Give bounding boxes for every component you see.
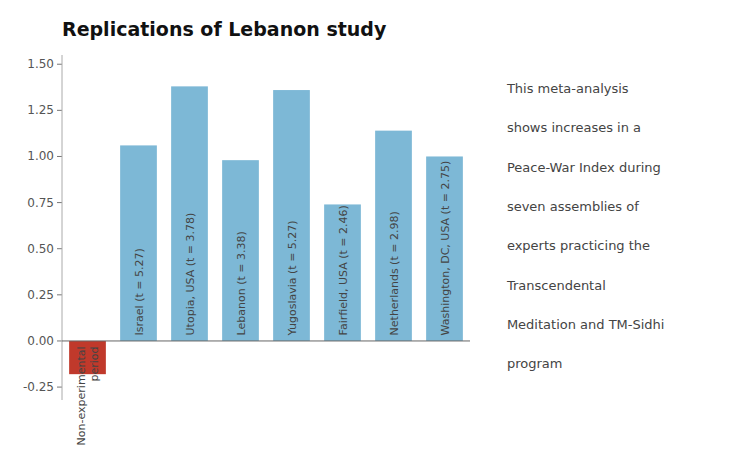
category-label: Utopia, USA (t = 3.78)	[183, 213, 196, 336]
category-labels: Non-experimentalperiod Israel (t = 5.27) U…	[75, 161, 452, 446]
page: {"chart_data": {"type": "bar", "title": …	[0, 0, 740, 463]
bar	[426, 156, 463, 340]
bars	[69, 86, 463, 374]
category-label-line: period	[88, 346, 101, 381]
bar	[273, 90, 310, 341]
annotation-line: experts practicing the	[507, 238, 650, 253]
annotation-line: Peace-War Index during	[507, 160, 661, 175]
y-tick-label: 1.25	[27, 103, 54, 117]
annotation-line: shows increases in a	[507, 120, 641, 135]
bar	[120, 145, 157, 341]
annotation-line: program	[507, 356, 563, 371]
chart-svg: Replications of Lebanon study -0.25 0.00 0.…	[0, 0, 740, 463]
y-tick	[57, 248, 62, 249]
annotation-line: Meditation and TM-Sidhi	[507, 317, 665, 332]
y-tick	[57, 156, 62, 157]
category-label-line: Yugoslavia (t = 5.27)	[285, 220, 298, 336]
category-label: Fairfield, USA (t = 2.46)	[336, 205, 349, 335]
category-label-line: Utopia, USA (t = 3.78)	[183, 213, 196, 336]
y-tick	[57, 340, 62, 341]
title: Replications of Lebanon study	[62, 18, 387, 40]
category-label: Yugoslavia (t = 5.27)	[285, 220, 298, 336]
chart-container: Replications of Lebanon study -0.25 0.00 0.…	[0, 0, 740, 463]
category-label-line: Netherlands (t = 2.98)	[387, 211, 400, 335]
y-axis-line	[62, 55, 63, 400]
bar	[375, 131, 412, 341]
y-axis: -0.25 0.00 0.25 0.50 0.75 1.00 1.25 1.50	[23, 55, 62, 400]
bar	[222, 160, 259, 341]
category-label-line: Israel (t = 5.27)	[132, 248, 145, 335]
category-label-line: Fairfield, USA (t = 2.46)	[336, 205, 349, 335]
annotation-line: seven assemblies of	[507, 199, 639, 214]
category-label: Washington, DC, USA (t = 2.75)	[438, 161, 451, 336]
zero-line	[62, 340, 470, 341]
bar	[324, 204, 361, 341]
y-tick-label: 0.00	[27, 334, 54, 348]
y-tick-label: -0.25	[23, 380, 54, 394]
y-tick	[57, 294, 62, 295]
category-label: Lebanon (t = 3.38)	[234, 231, 247, 335]
y-tick-label: 1.50	[27, 57, 54, 71]
y-tick	[57, 64, 62, 65]
annotation-line: Transcendental	[506, 278, 606, 293]
category-label-line: Lebanon (t = 3.38)	[234, 231, 247, 335]
annotation: This meta-analysis shows increases in a Pe…	[506, 81, 665, 371]
y-tick	[57, 110, 62, 111]
category-label: Non-experimentalperiod	[75, 346, 101, 445]
y-tick-label: 0.25	[27, 288, 54, 302]
category-label-line: Washington, DC, USA (t = 2.75)	[438, 161, 451, 336]
category-label-line: Non-experimental	[75, 346, 88, 445]
y-tick-label: 0.75	[27, 196, 54, 210]
category-label: Netherlands (t = 2.98)	[387, 211, 400, 335]
annotation-line: This meta-analysis	[506, 81, 629, 96]
y-tick-label: 0.50	[27, 242, 54, 256]
bar	[171, 86, 208, 341]
y-tick	[57, 202, 62, 203]
y-tick	[57, 387, 62, 388]
category-label: Israel (t = 5.27)	[132, 248, 145, 335]
y-tick-label: 1.00	[27, 149, 54, 163]
